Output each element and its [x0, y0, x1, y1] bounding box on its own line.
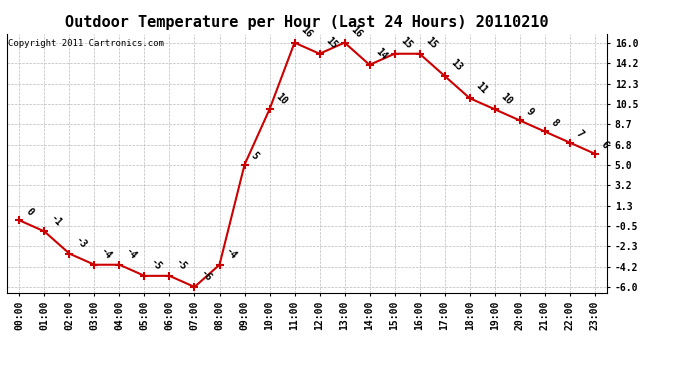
Text: 6: 6 — [599, 140, 610, 151]
Text: 0: 0 — [23, 206, 34, 218]
Title: Outdoor Temperature per Hour (Last 24 Hours) 20110210: Outdoor Temperature per Hour (Last 24 Ho… — [66, 15, 549, 30]
Text: -6: -6 — [199, 269, 214, 284]
Text: -1: -1 — [48, 213, 64, 229]
Text: 15: 15 — [424, 36, 439, 51]
Text: 15: 15 — [399, 36, 414, 51]
Text: -4: -4 — [99, 247, 114, 262]
Text: 15: 15 — [324, 36, 339, 51]
Text: 8: 8 — [549, 117, 560, 129]
Text: 14: 14 — [374, 46, 389, 62]
Text: 10: 10 — [274, 91, 289, 106]
Text: 16: 16 — [348, 24, 364, 40]
Text: -4: -4 — [224, 247, 239, 262]
Text: 5: 5 — [248, 151, 260, 162]
Text: -3: -3 — [74, 236, 89, 251]
Text: 7: 7 — [574, 129, 585, 140]
Text: 13: 13 — [448, 58, 464, 73]
Text: 9: 9 — [524, 106, 535, 118]
Text: 16: 16 — [299, 24, 314, 40]
Text: 10: 10 — [499, 91, 514, 106]
Text: -5: -5 — [148, 258, 164, 273]
Text: -5: -5 — [174, 258, 189, 273]
Text: -4: -4 — [124, 247, 139, 262]
Text: 11: 11 — [474, 80, 489, 95]
Text: Copyright 2011 Cartronics.com: Copyright 2011 Cartronics.com — [8, 39, 164, 48]
